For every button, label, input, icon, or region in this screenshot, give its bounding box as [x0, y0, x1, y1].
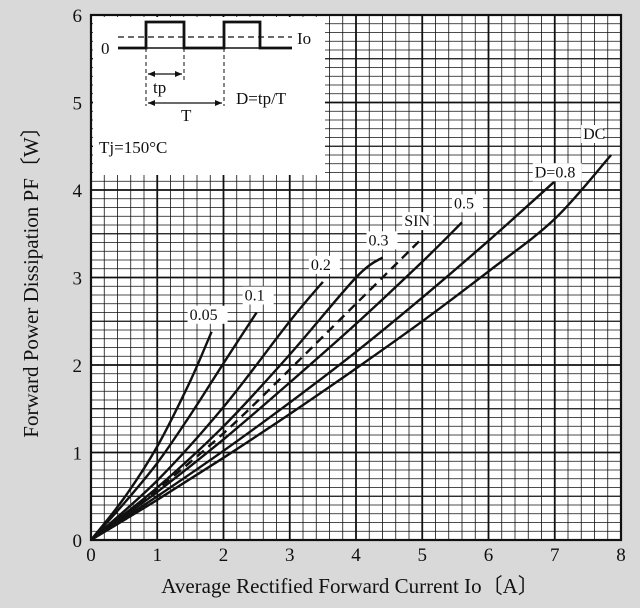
- curve-label-0-2: 0.2: [311, 257, 331, 274]
- tick-labels: 0 1 2 3 4 5 6 7 8 0 1 2 3 4 5 6: [73, 6, 626, 566]
- inset-t-label: T: [181, 106, 192, 125]
- inset-io-label: Io: [297, 29, 311, 48]
- y-tick-label: 3: [73, 269, 83, 290]
- x-tick-label: 1: [153, 545, 163, 566]
- inset-background: [93, 17, 325, 175]
- pulse-waveform: [118, 20, 292, 50]
- t-arrow-head-left: [148, 100, 155, 106]
- curve-label-background: [581, 125, 604, 143]
- x-tick-label: 5: [418, 545, 428, 566]
- inset-duty-label: D=tp/T: [236, 89, 287, 108]
- y-axis-label: Forward Power Dissipation PF〔W〕: [19, 116, 43, 437]
- curve-labels: 0.05 0.1 0.2 0.3 SIN 0.5 D=0.8 DC: [187, 125, 605, 324]
- series-line-d-0-8: [90, 180, 556, 541]
- curve-label-0-5: 0.5: [454, 195, 474, 212]
- x-tick-label: 6: [484, 545, 494, 566]
- x-tick-label: 4: [351, 545, 361, 566]
- inset-zero-label: 0: [101, 39, 110, 58]
- x-tick-label: 0: [86, 545, 96, 566]
- x-tick-label: 2: [219, 545, 229, 566]
- series-line-0-5: [90, 221, 463, 541]
- curve-label-0-05: 0.05: [190, 307, 218, 324]
- curve-label-0-3: 0.3: [369, 232, 389, 249]
- series-line-0-2: [90, 281, 324, 541]
- y-tick-label: 4: [73, 181, 83, 202]
- curve-label-background: [242, 286, 274, 305]
- inset-tp-label: tp: [153, 78, 166, 97]
- curve-label-background: [187, 305, 228, 324]
- tp-arrow-head-right: [175, 71, 182, 77]
- series-line-0-1: [90, 311, 258, 541]
- inset-diagram: 0 Io tp T D=tp/T Tj=150°C: [93, 17, 325, 175]
- series-line-sin: [90, 237, 424, 541]
- curve-label-0-1: 0.1: [245, 288, 265, 305]
- series-line-dc: [90, 154, 612, 542]
- x-tick-label: 8: [616, 545, 626, 566]
- plot-frame: [89, 13, 623, 542]
- curve-label-background: [452, 194, 483, 213]
- y-tick-label: 5: [73, 94, 83, 115]
- curve-label-background: [402, 212, 434, 231]
- curve-label-background: [308, 255, 340, 274]
- y-tick-label: 2: [73, 356, 83, 377]
- y-tick-label: 1: [73, 444, 83, 465]
- x-axis-label: Average Rectified Forward Current Io〔A〕: [161, 574, 539, 598]
- x-tick-label: 3: [285, 545, 295, 566]
- x-tick-label: 7: [550, 545, 560, 566]
- tp-arrow-head-left: [148, 71, 155, 77]
- y-tick-label: 0: [73, 531, 83, 552]
- t-arrow-head-right: [215, 100, 222, 106]
- inset-tj-label: Tj=150°C: [99, 138, 167, 157]
- curve-label-background: [366, 231, 398, 250]
- curve-label-dc: DC: [583, 126, 605, 143]
- curves: [90, 154, 612, 542]
- y-tick-label: 6: [73, 6, 83, 27]
- curve-label-d-0-8: D=0.8: [535, 164, 576, 181]
- curve-label-sin: SIN: [404, 213, 430, 230]
- curve-label-background: [532, 163, 582, 182]
- series-line-0-3: [90, 256, 384, 541]
- series-line-0-05: [90, 331, 213, 541]
